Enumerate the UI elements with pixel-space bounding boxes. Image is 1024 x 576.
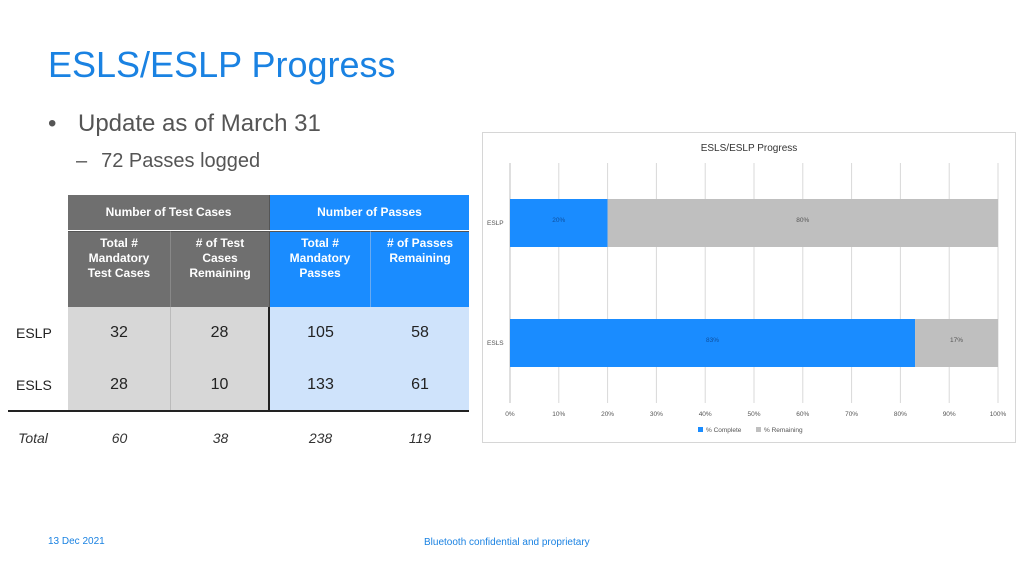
x-tick-label: 0% bbox=[505, 411, 515, 418]
data-label: 20% bbox=[552, 217, 565, 224]
x-tick-label: 20% bbox=[601, 411, 614, 418]
x-tick-label: 100% bbox=[990, 411, 1007, 418]
footer-date: 13 Dec 2021 bbox=[48, 536, 105, 547]
y-category-label: ESLP bbox=[487, 220, 504, 227]
table-cell: 61 bbox=[371, 359, 469, 411]
legend-swatch bbox=[756, 427, 761, 432]
chart-title: ESLS/ESLP Progress bbox=[701, 143, 798, 154]
group-header-test-cases: Number of Test Cases bbox=[68, 195, 270, 230]
table-cell: 58 bbox=[371, 307, 469, 359]
legend-swatch bbox=[698, 427, 703, 432]
total-cell: 119 bbox=[408, 430, 432, 446]
sub-bullet-text: 72 Passes logged bbox=[101, 150, 261, 172]
total-cell: 60 bbox=[111, 430, 128, 446]
footer-confidential: Bluetooth confidential and proprietary bbox=[424, 537, 590, 548]
x-tick-label: 60% bbox=[796, 411, 809, 418]
bar-segment bbox=[510, 319, 916, 367]
col-header-test-cases-remaining: # of Test Cases Remaining bbox=[171, 231, 270, 307]
x-tick-label: 70% bbox=[845, 411, 858, 418]
data-label: 80% bbox=[796, 217, 809, 224]
x-tick-label: 40% bbox=[699, 411, 712, 418]
row-label-eslp: ESLP bbox=[16, 325, 52, 341]
x-tick-label: 90% bbox=[943, 411, 956, 418]
row-label-total: Total bbox=[18, 430, 48, 446]
bullet-dot: • bbox=[48, 110, 57, 137]
table-cell: 10 bbox=[171, 359, 270, 411]
x-tick-label: 30% bbox=[650, 411, 663, 418]
bar-segment bbox=[607, 199, 998, 247]
table-cell: 105 bbox=[270, 307, 371, 359]
table-divider bbox=[8, 410, 469, 412]
bar-segment bbox=[915, 319, 998, 367]
table-cell: 28 bbox=[171, 307, 270, 359]
table-cell: 32 bbox=[68, 307, 171, 359]
total-cell: 238 bbox=[308, 430, 333, 446]
row-label-esls: ESLS bbox=[16, 377, 52, 393]
group-header-passes: Number of Passes bbox=[270, 195, 469, 230]
col-header-total-passes: Total # Mandatory Passes bbox=[270, 231, 371, 307]
x-tick-label: 80% bbox=[894, 411, 907, 418]
data-label: 17% bbox=[950, 337, 963, 344]
y-category-label: ESLS bbox=[487, 340, 504, 347]
slide-title: ESLS/ESLP Progress bbox=[48, 44, 396, 85]
data-label: 83% bbox=[706, 337, 719, 344]
table-cell: 28 bbox=[68, 359, 171, 411]
bar-segment bbox=[510, 199, 608, 247]
x-tick-label: 10% bbox=[552, 411, 565, 418]
legend-label: % Complete bbox=[706, 427, 742, 434]
progress-chart: ESLS/ESLP Progress 0% 10% 20% 30% 40% 50% 60% 70… bbox=[482, 132, 1016, 443]
col-header-passes-remaining: # of Passes Remaining bbox=[371, 231, 469, 307]
x-tick-label: 50% bbox=[747, 411, 760, 418]
total-cell: 38 bbox=[212, 430, 229, 446]
sub-bullet-dash: – bbox=[76, 150, 88, 172]
sub-bullet: –72 Passes logged bbox=[76, 150, 260, 173]
col-header-total-test-cases: Total # Mandatory Test Cases bbox=[68, 231, 171, 307]
progress-chart-svg: ESLS/ESLP Progress 0% 10% 20% 30% 40% 50% 60% 70… bbox=[487, 143, 1007, 434]
bullet-text: Update as of March 31 bbox=[78, 110, 321, 137]
table-cell: 133 bbox=[270, 359, 371, 411]
legend-label: % Remaining bbox=[764, 427, 803, 434]
